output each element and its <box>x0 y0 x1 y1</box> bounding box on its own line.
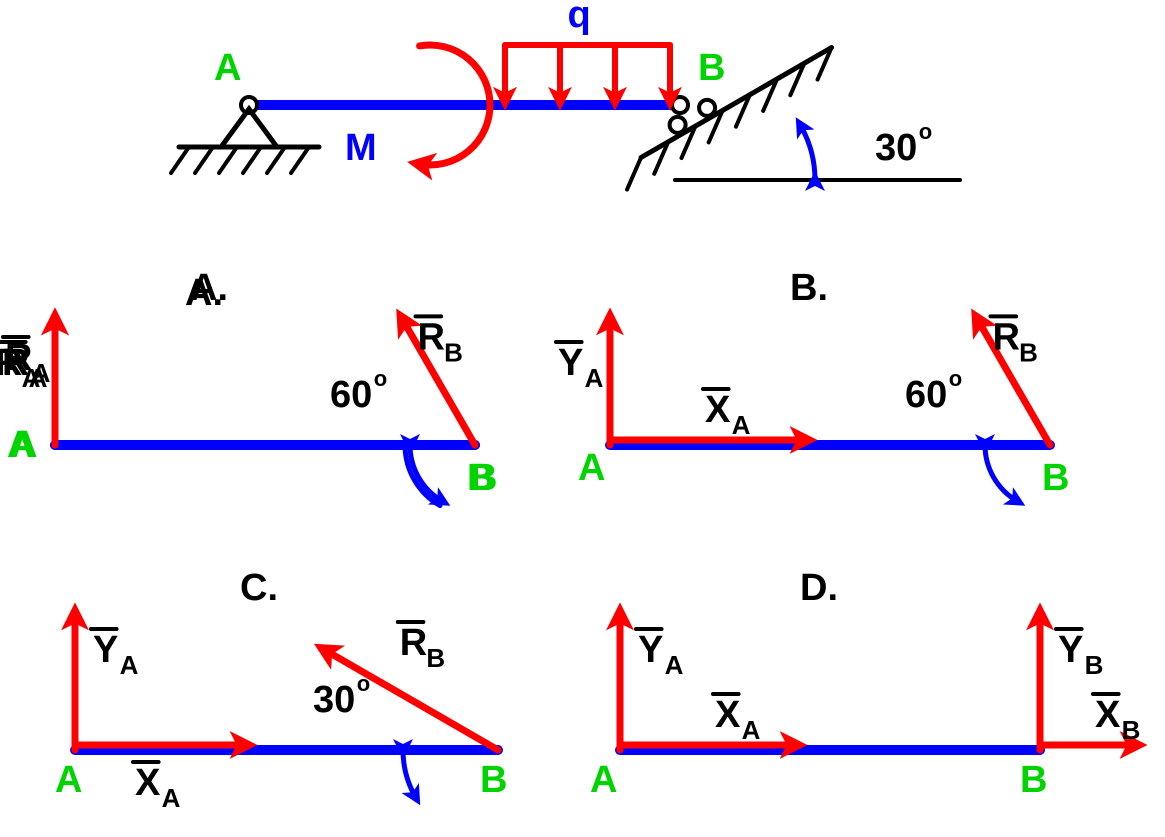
svg-text:30: 30 <box>875 127 917 169</box>
svg-text:A: A <box>162 783 181 813</box>
svg-text:R: R <box>993 316 1020 358</box>
svg-text:B: B <box>1085 650 1104 680</box>
svg-text:B: B <box>467 457 494 499</box>
svg-text:B: B <box>426 643 445 673</box>
svg-text:B: B <box>480 759 507 801</box>
svg-text:B: B <box>1122 715 1141 745</box>
svg-text:X: X <box>1095 694 1121 736</box>
svg-text:Y: Y <box>638 629 663 671</box>
option-B-title: B. <box>790 267 828 309</box>
svg-text:o: o <box>919 119 932 144</box>
svg-text:A: A <box>7 424 34 466</box>
svg-text:o: o <box>374 366 387 391</box>
svg-text:A: A <box>29 363 48 393</box>
option-A-title: A. <box>190 267 228 309</box>
svg-text:B: B <box>1019 337 1038 367</box>
svg-text:R: R <box>2 342 29 384</box>
svg-text:X: X <box>715 694 741 736</box>
svg-text:A: A <box>742 715 761 745</box>
svg-text:60: 60 <box>905 374 947 416</box>
svg-text:A: A <box>665 650 684 680</box>
svg-text:A: A <box>120 650 139 680</box>
svg-text:A: A <box>732 410 751 440</box>
option-D-title: D. <box>800 567 838 609</box>
svg-text:60: 60 <box>330 374 372 416</box>
svg-text:o: o <box>949 366 962 391</box>
svg-text:30: 30 <box>313 679 355 721</box>
svg-text:B: B <box>698 47 725 89</box>
svg-text:X: X <box>705 389 731 431</box>
svg-text:Y: Y <box>93 629 118 671</box>
svg-text:R: R <box>400 622 427 664</box>
svg-text:q: q <box>568 0 591 36</box>
svg-text:R: R <box>418 316 445 358</box>
svg-text:X: X <box>135 762 161 804</box>
mechanics-diagram: 30oqMABA.ABRARAA.ABRARB60oB.ABYAXARB60oC… <box>0 0 1165 837</box>
svg-text:Y: Y <box>558 342 583 384</box>
svg-text:o: o <box>357 671 370 696</box>
svg-text:A: A <box>55 759 82 801</box>
svg-text:A: A <box>585 363 604 393</box>
option-C-title: C. <box>240 567 278 609</box>
svg-text:A: A <box>578 447 605 489</box>
svg-text:A: A <box>214 47 241 89</box>
svg-text:B: B <box>1042 457 1069 499</box>
svg-text:Y: Y <box>1058 629 1083 671</box>
svg-text:B: B <box>444 337 463 367</box>
svg-text:A: A <box>590 759 617 801</box>
svg-text:B: B <box>1020 759 1047 801</box>
svg-text:M: M <box>345 127 377 169</box>
